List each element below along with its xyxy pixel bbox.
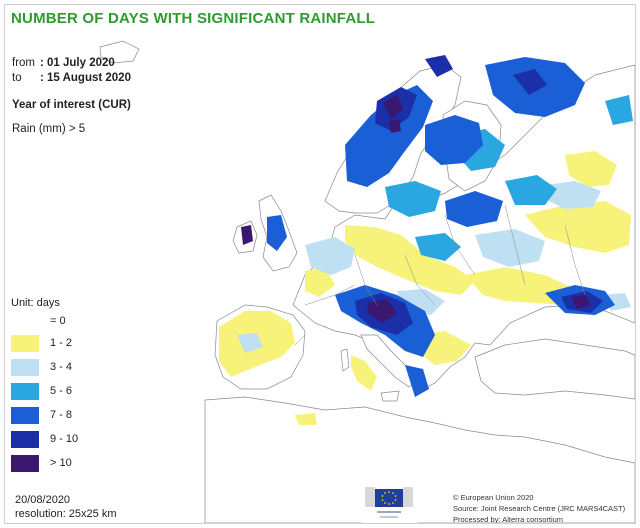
- to-value: : 15 August 2020: [40, 72, 131, 84]
- legend-label: 7 - 8: [50, 409, 73, 421]
- legend: Unit: days = 0 1 - 2 3 - 4 5 - 6 7 - 8 9…: [11, 297, 78, 472]
- country-borders: [294, 204, 586, 346]
- legend-swatch: [11, 359, 39, 376]
- legend-unit: Unit: days: [11, 297, 60, 309]
- map-date: 20/08/2020: [15, 494, 71, 506]
- legend-item: 3 - 4: [11, 359, 131, 379]
- eu-commission-logo: [361, 485, 417, 523]
- map-resolution: resolution: 25x25 km: [15, 508, 117, 520]
- legend-swatch: [11, 455, 39, 472]
- period-to: to : 15 August 2020: [12, 72, 131, 84]
- legend-item: 5 - 6: [11, 383, 131, 403]
- legend-item: 9 - 10: [11, 431, 131, 451]
- from-value: : 01 July 2020: [40, 57, 115, 69]
- legend-label: 5 - 6: [50, 385, 73, 397]
- legend-swatch: [11, 335, 39, 352]
- map-title: NUMBER OF DAYS WITH SIGNIFICANT RAINFALL: [11, 10, 376, 27]
- legend-item: 7 - 8: [11, 407, 131, 427]
- credit-line: Source: Joint Research Centre (JRC MARS4…: [453, 504, 626, 513]
- legend-item: = 0: [11, 313, 131, 333]
- rainfall-class-over-10: [241, 95, 591, 323]
- legend-swatch: [11, 383, 39, 400]
- legend-label: 1 - 2: [50, 337, 73, 349]
- legend-item: 1 - 2: [11, 335, 131, 355]
- from-label: from: [12, 57, 35, 69]
- legend-label: 9 - 10: [50, 433, 79, 445]
- rainfall-map: [99, 40, 635, 523]
- period-from: from : 01 July 2020: [12, 57, 115, 69]
- credit-line: Processed by: Alterra consortium: [453, 515, 564, 524]
- credits: © European Union 2020 Source: Joint Rese…: [453, 492, 626, 524]
- legend-label: = 0: [50, 315, 66, 327]
- legend-swatch: [11, 431, 39, 448]
- credit-line: © European Union 2020: [453, 493, 534, 502]
- rain-threshold: Rain (mm) > 5: [12, 123, 86, 135]
- year-of-interest: Year of interest (CUR): [12, 99, 131, 111]
- legend-label: 3 - 4: [50, 361, 73, 373]
- legend-swatch: [11, 313, 39, 330]
- map-frame: NUMBER OF DAYS WITH SIGNIFICANT RAINFALL…: [4, 4, 636, 524]
- legend-label: > 10: [50, 457, 72, 469]
- to-label: to: [12, 72, 22, 84]
- legend-swatch: [11, 407, 39, 424]
- legend-item: > 10: [11, 455, 131, 475]
